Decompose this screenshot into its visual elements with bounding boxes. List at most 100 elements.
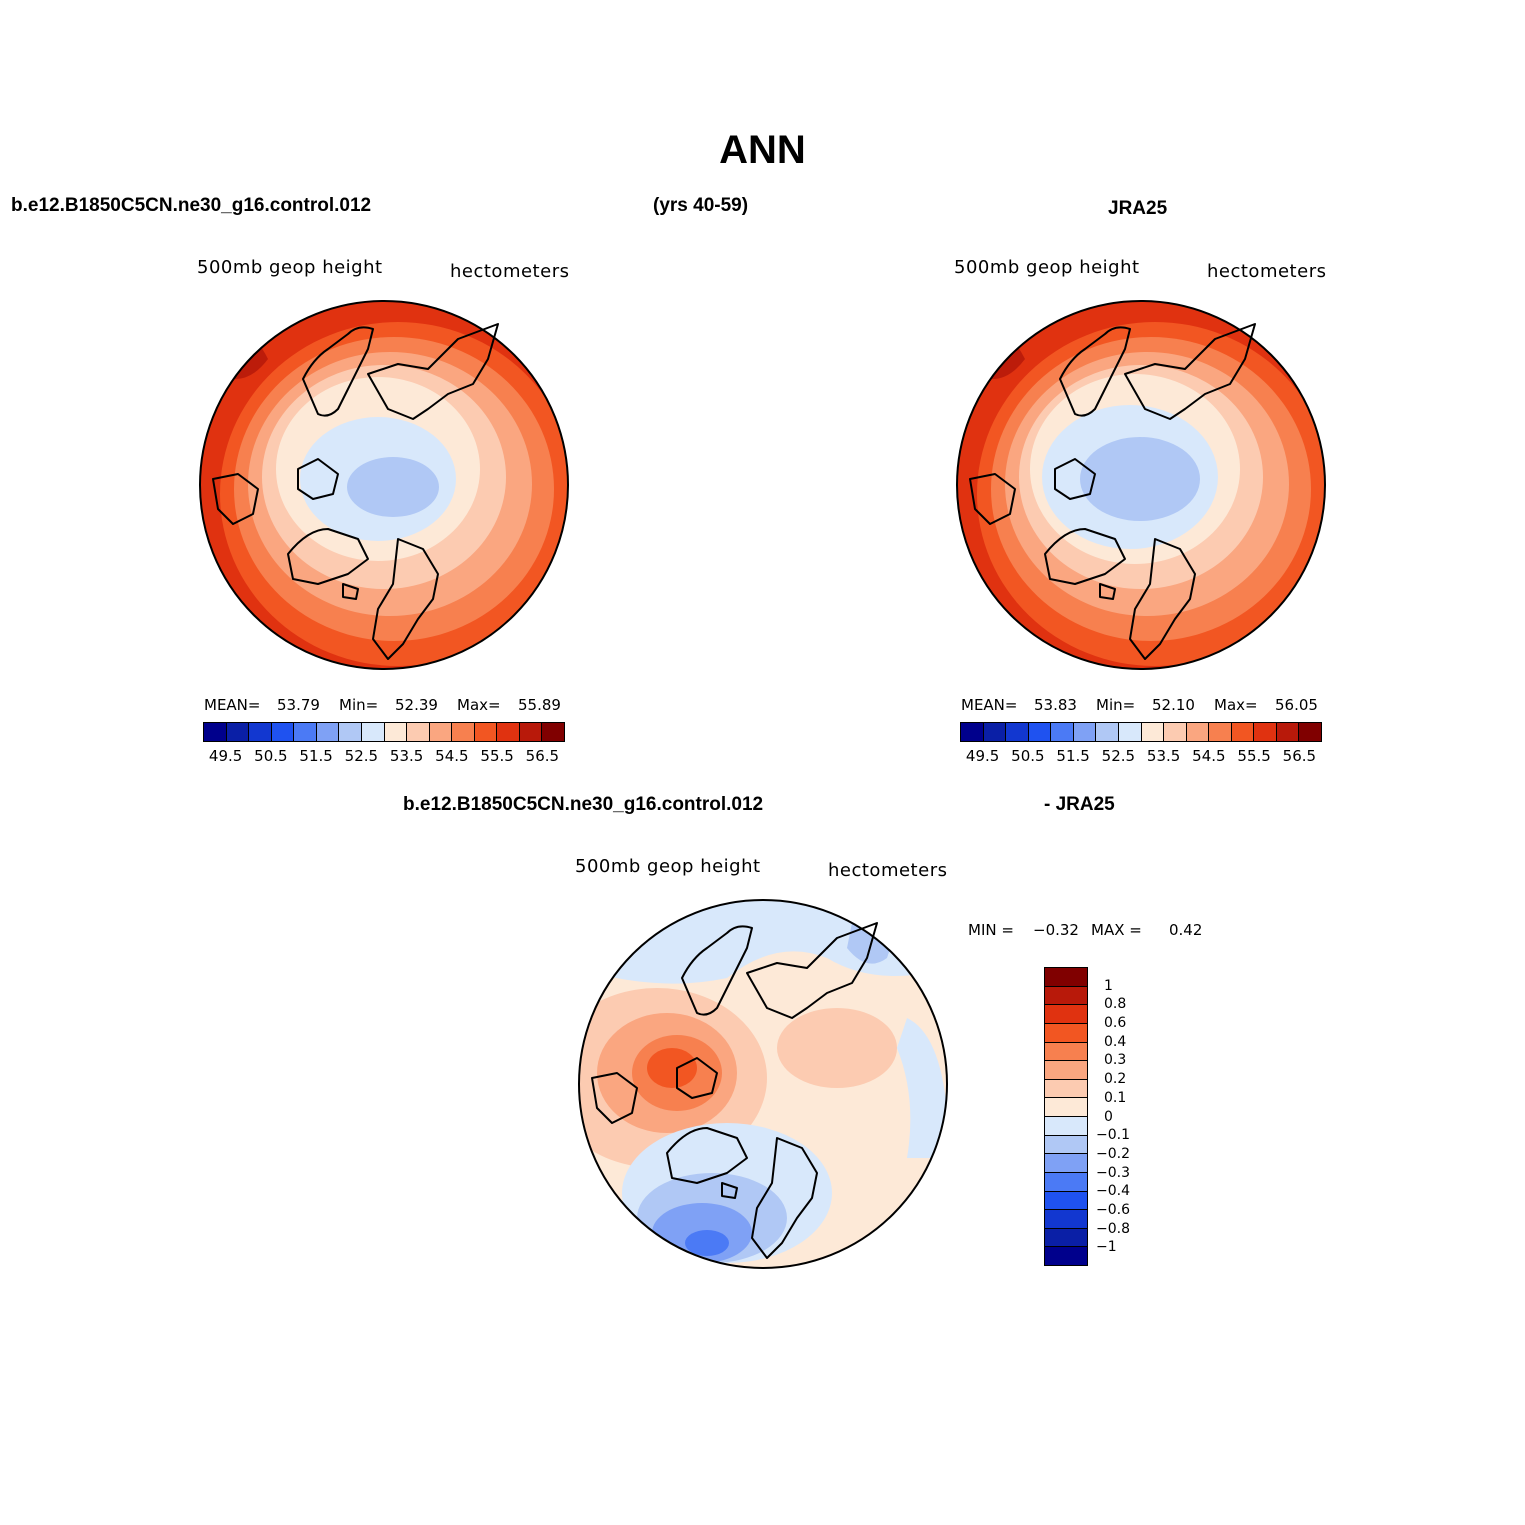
diff-colorbar-swatch — [1045, 1172, 1087, 1192]
model-mean-label: MEAN= — [204, 696, 261, 714]
model-colorbar-swatch — [542, 723, 564, 741]
diff-colorbar-tick-label: 0.6 — [1104, 1015, 1127, 1032]
model-colorbar-swatch — [429, 723, 453, 741]
model-colorbar-swatch — [474, 723, 498, 741]
obs-colorbar-swatch — [1028, 723, 1052, 741]
diff-colorbar-swatch — [1045, 1191, 1087, 1211]
obs-colorbar-swatch — [1051, 723, 1074, 741]
diff-colorbar-swatch — [1045, 1005, 1087, 1024]
obs-colorbar-swatch — [1073, 723, 1097, 741]
diff-colorbar-swatch — [1045, 968, 1087, 987]
model-colorbar-tick-label: 52.5 — [344, 747, 379, 765]
obs-name-label: JRA25 — [1108, 198, 1168, 219]
model-units-label: hectometers — [450, 261, 570, 282]
diff-max-value: 0.42 — [1169, 921, 1203, 939]
model-colorbar-ticks: 49.5 50.5 51.5 52.5 53.5 54.5 55.5 56.5 — [203, 747, 565, 767]
obs-colorbar-swatch — [1006, 723, 1029, 741]
obs-colorbar-tick-label: 53.5 — [1146, 747, 1181, 765]
obs-colorbar-ticks: 49.5 50.5 51.5 52.5 53.5 54.5 55.5 56.5 — [960, 747, 1322, 767]
obs-mean-label: MEAN= — [961, 696, 1018, 714]
obs-max-value: 56.05 — [1275, 696, 1318, 714]
model-colorbar-tick-label: 49.5 — [208, 747, 243, 765]
obs-max-label: Max= — [1214, 696, 1258, 714]
diff-colorbar — [1044, 967, 1088, 1266]
obs-colorbar-swatch — [1118, 723, 1142, 741]
case-name-label: b.e12.B1850C5CN.ne30_g16.control.012 — [11, 195, 372, 216]
model-colorbar-tick-label: 56.5 — [525, 747, 560, 765]
model-colorbar-swatch — [361, 723, 385, 741]
model-colorbar-swatch — [316, 723, 340, 741]
diff-colorbar-swatch — [1045, 1247, 1087, 1265]
obs-units-label: hectometers — [1207, 261, 1327, 282]
diff-colorbar-tick-label: 0.8 — [1104, 996, 1127, 1013]
obs-colorbar — [960, 722, 1322, 742]
diff-colorbar-tick-label: −0.3 — [1096, 1164, 1130, 1181]
model-max-value: 55.89 — [518, 696, 561, 714]
obs-colorbar-tick-label: 50.5 — [1011, 747, 1045, 765]
obs-variable-label: 500mb geop height — [954, 257, 1140, 278]
model-polar-map — [199, 300, 569, 670]
diff-colorbar-tick-label: 1 — [1104, 977, 1113, 994]
diff-colorbar-tick-label: −0.6 — [1096, 1201, 1130, 1218]
obs-colorbar-swatch — [1209, 723, 1232, 741]
figure-title: ANN — [719, 128, 806, 172]
diff-colorbar-swatch — [1045, 1042, 1087, 1062]
model-colorbar-swatch — [204, 723, 227, 741]
diff-colorbar-ticks: 1 0.8 0.6 0.4 0.3 0.2 0.1 0 −0.1 −0.2 −0.3 −0.4 −0.6… — [1096, 967, 1156, 1266]
model-colorbar-swatch — [249, 723, 272, 741]
model-colorbar-tick-label: 55.5 — [480, 747, 514, 765]
obs-colorbar-swatch — [1254, 723, 1277, 741]
obs-colorbar-swatch — [1141, 723, 1165, 741]
model-variable-label: 500mb geop height — [197, 257, 383, 278]
obs-colorbar-tick-label: 56.5 — [1282, 747, 1317, 765]
model-colorbar-swatch — [294, 723, 317, 741]
obs-min-value: 52.10 — [1152, 696, 1195, 714]
model-colorbar-tick-label: 51.5 — [299, 747, 333, 765]
model-min-value: 52.39 — [395, 696, 438, 714]
diff-min-value: −0.32 — [1033, 921, 1079, 939]
diff-polar-map — [578, 899, 948, 1269]
model-colorbar-tick-label: 54.5 — [435, 747, 469, 765]
diff-colorbar-tick-label: 0.2 — [1104, 1071, 1127, 1088]
diff-variable-label: 500mb geop height — [575, 856, 761, 877]
obs-colorbar-tick-label: 55.5 — [1237, 747, 1271, 765]
diff-colorbar-tick-label: 0.1 — [1104, 1089, 1127, 1106]
obs-colorbar-tick-label: 54.5 — [1192, 747, 1226, 765]
diff-colorbar-swatch — [1045, 1154, 1087, 1173]
model-colorbar-tick-label: 53.5 — [389, 747, 424, 765]
diff-colorbar-swatch — [1045, 1117, 1087, 1136]
diff-colorbar-swatch — [1045, 986, 1087, 1006]
obs-min-label: Min= — [1096, 696, 1136, 714]
obs-colorbar-swatch — [1164, 723, 1187, 741]
diff-units-label: hectometers — [828, 860, 948, 881]
obs-colorbar-swatch — [1276, 723, 1300, 741]
diff-case-name-label: b.e12.B1850C5CN.ne30_g16.control.012 — [403, 794, 764, 815]
model-colorbar — [203, 722, 565, 742]
obs-colorbar-tick-label: 52.5 — [1101, 747, 1136, 765]
obs-colorbar-tick-label: 49.5 — [965, 747, 1000, 765]
model-colorbar-swatch — [384, 723, 408, 741]
obs-colorbar-swatch — [983, 723, 1007, 741]
diff-min-label: MIN = — [968, 921, 1014, 939]
diff-colorbar-swatch — [1045, 1135, 1087, 1155]
diff-obs-name-label: - JRA25 — [1044, 794, 1115, 815]
diff-colorbar-swatch — [1045, 1228, 1087, 1248]
model-colorbar-swatch — [407, 723, 430, 741]
model-colorbar-tick-label: 50.5 — [254, 747, 288, 765]
obs-colorbar-swatch — [1096, 723, 1119, 741]
diff-colorbar-swatch — [1045, 1061, 1087, 1080]
obs-polar-map — [956, 300, 1326, 670]
diff-colorbar-swatch — [1045, 1079, 1087, 1099]
diff-colorbar-swatch — [1045, 1098, 1087, 1117]
obs-colorbar-swatch — [1186, 723, 1210, 741]
model-colorbar-swatch — [271, 723, 295, 741]
model-colorbar-swatch — [339, 723, 362, 741]
diff-colorbar-swatch — [1045, 1210, 1087, 1229]
diff-colorbar-tick-label: 0.3 — [1104, 1052, 1127, 1069]
diff-colorbar-tick-label: 0.4 — [1104, 1033, 1127, 1050]
obs-colorbar-swatch — [1299, 723, 1321, 741]
model-colorbar-swatch — [519, 723, 543, 741]
obs-mean-value: 53.83 — [1034, 696, 1077, 714]
model-max-label: Max= — [457, 696, 501, 714]
